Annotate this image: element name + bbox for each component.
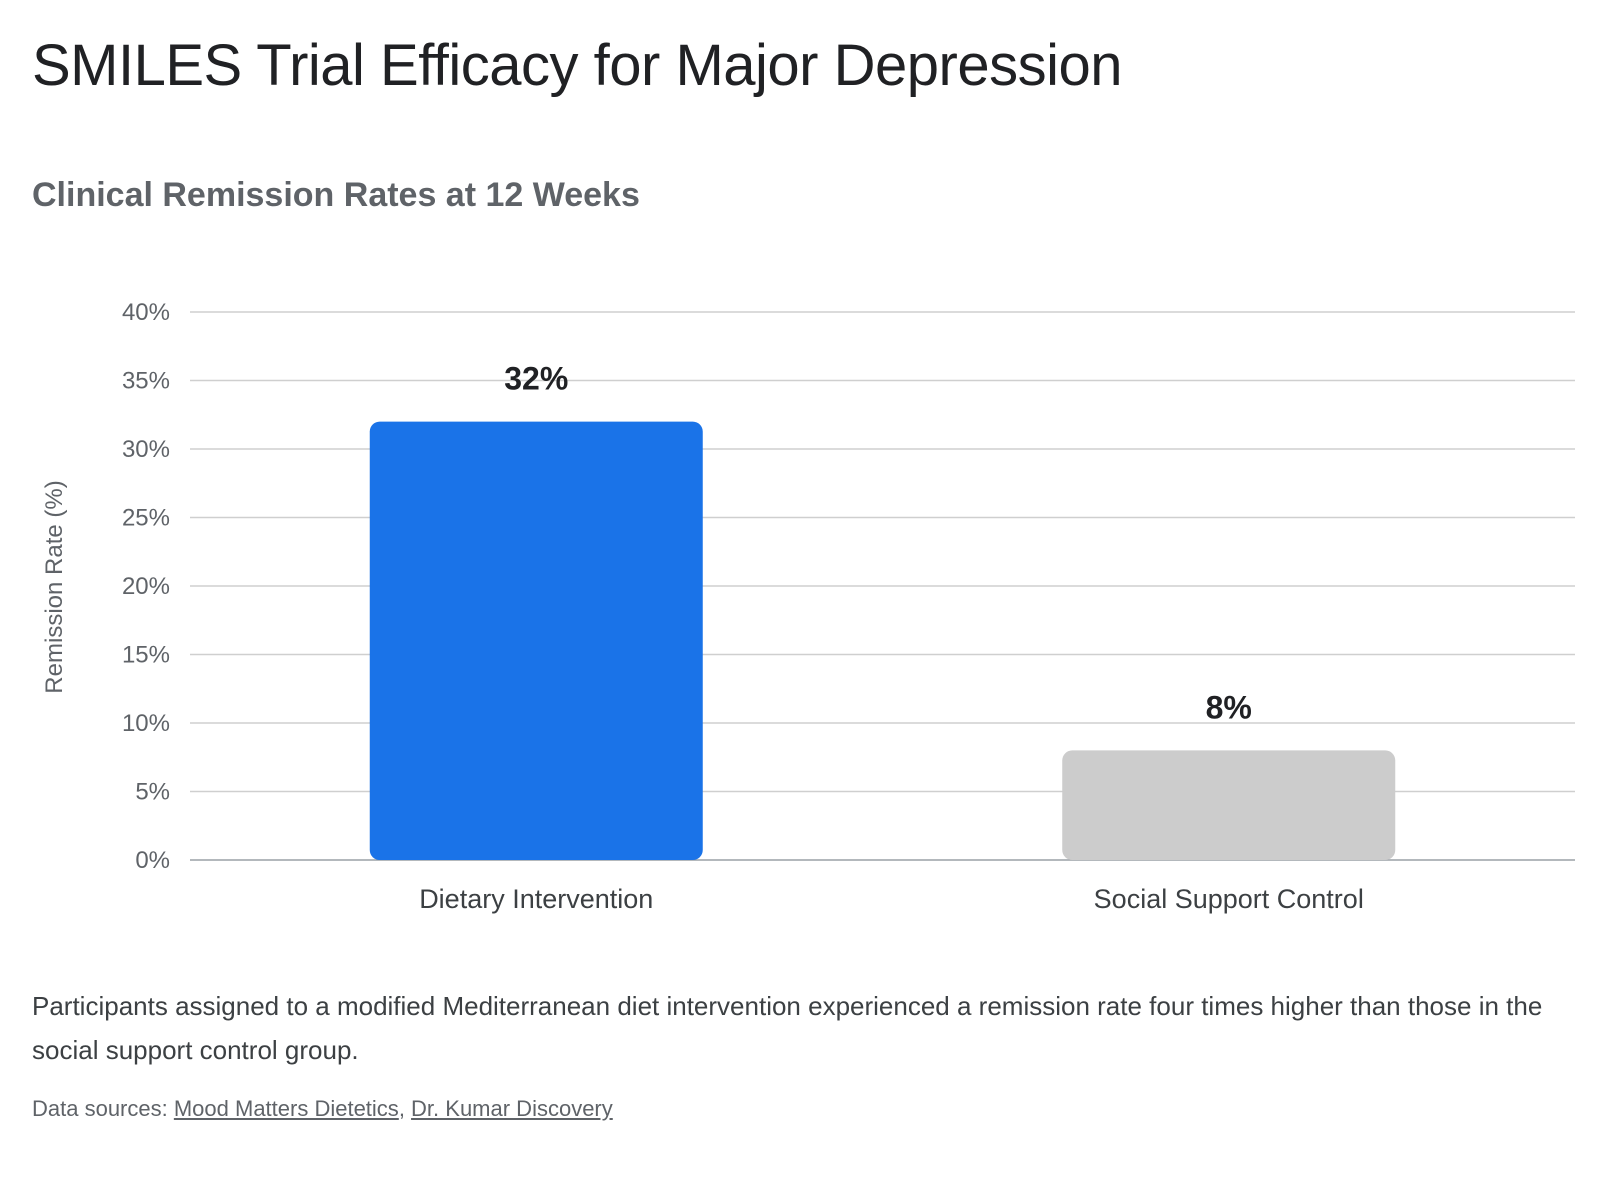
y-tick-label: 15% [122,642,170,669]
y-axis-ticks: 0% 5% 10% 15% 20% 25% 30% 35% 40% [122,299,170,874]
y-tick-label: 20% [122,573,170,600]
bars [369,421,1396,860]
y-tick-label: 10% [122,710,170,737]
source-link-dr-kumar[interactable]: Dr. Kumar Discovery [411,1096,613,1121]
data-sources: Data sources: Mood Matters Dietetics, Dr… [32,1096,613,1122]
y-tick-label: 5% [135,779,170,806]
chart-subtitle: Clinical Remission Rates at 12 Weeks [32,176,640,214]
sources-separator: , [398,1096,412,1121]
x-category-label: Social Support Control [1094,884,1364,914]
data-label: 8% [1206,689,1252,725]
chart-caption: Participants assigned to a modified Medi… [32,991,1543,1065]
bar-social-support-control [1062,750,1396,860]
bar-dietary-intervention [369,421,703,860]
x-category-label: Dietary Intervention [419,884,653,914]
y-tick-label: 30% [122,436,170,463]
data-label: 32% [504,361,568,397]
y-tick-label: 35% [122,368,170,395]
y-tick-label: 40% [122,299,170,326]
x-axis-categories: Dietary Intervention Social Support Contr… [419,884,1364,914]
bar-chart: 0% 5% 10% 15% 20% 25% 30% 35% 40% 32% 8% Dietary … [41,299,1575,914]
chart-title: SMILES Trial Efficacy for Major Depressi… [32,33,1122,98]
sources-prefix: Data sources: [32,1096,174,1121]
source-link-mood-matters[interactable]: Mood Matters Dietetics [173,1096,399,1121]
y-tick-label: 0% [135,847,170,874]
y-tick-label: 25% [122,505,170,532]
y-axis-label: Remission Rate (%) [41,480,68,693]
data-labels: 32% 8% [504,361,1252,726]
